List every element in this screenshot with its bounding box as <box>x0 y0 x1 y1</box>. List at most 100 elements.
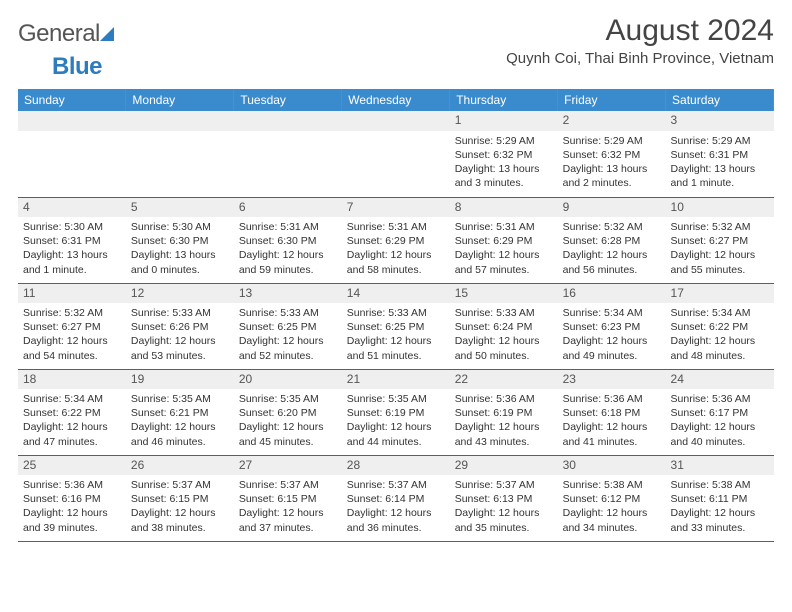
sunrise-line: Sunrise: 5:37 AM <box>131 478 229 492</box>
day-number: 6 <box>234 198 342 218</box>
sunset-line: Sunset: 6:13 PM <box>455 492 553 506</box>
day-number: 15 <box>450 284 558 304</box>
sunset-line: Sunset: 6:18 PM <box>563 406 661 420</box>
daylight-line: Daylight: 13 hours and 1 minute. <box>23 248 121 276</box>
location-subtitle: Quynh Coi, Thai Binh Province, Vietnam <box>506 50 774 67</box>
sunrise-line: Sunrise: 5:33 AM <box>239 306 337 320</box>
day-number: 17 <box>666 284 774 304</box>
daylight-line: Daylight: 12 hours and 59 minutes. <box>239 248 337 276</box>
calendar-day-cell: 18Sunrise: 5:34 AMSunset: 6:22 PMDayligh… <box>18 369 126 455</box>
sunrise-line: Sunrise: 5:34 AM <box>563 306 661 320</box>
day-details: Sunrise: 5:32 AMSunset: 6:28 PMDaylight:… <box>558 217 666 281</box>
daylight-line: Daylight: 12 hours and 53 minutes. <box>131 334 229 362</box>
sunrise-line: Sunrise: 5:37 AM <box>239 478 337 492</box>
sunset-line: Sunset: 6:17 PM <box>671 406 769 420</box>
weekday-header: Sunday <box>18 89 126 111</box>
sunrise-line: Sunrise: 5:33 AM <box>455 306 553 320</box>
day-details: Sunrise: 5:35 AMSunset: 6:19 PMDaylight:… <box>342 389 450 453</box>
day-number: 8 <box>450 198 558 218</box>
daylight-line: Daylight: 12 hours and 51 minutes. <box>347 334 445 362</box>
calendar-day-cell: 7Sunrise: 5:31 AMSunset: 6:29 PMDaylight… <box>342 197 450 283</box>
daylight-line: Daylight: 12 hours and 37 minutes. <box>239 506 337 534</box>
sunrise-line: Sunrise: 5:35 AM <box>239 392 337 406</box>
sunset-line: Sunset: 6:25 PM <box>347 320 445 334</box>
day-number: 11 <box>18 284 126 304</box>
sunset-line: Sunset: 6:30 PM <box>239 234 337 248</box>
weekday-header: Tuesday <box>234 89 342 111</box>
day-details: Sunrise: 5:33 AMSunset: 6:25 PMDaylight:… <box>342 303 450 367</box>
calendar-row: 11Sunrise: 5:32 AMSunset: 6:27 PMDayligh… <box>18 283 774 369</box>
calendar-day-cell: 24Sunrise: 5:36 AMSunset: 6:17 PMDayligh… <box>666 369 774 455</box>
calendar-day-cell: 8Sunrise: 5:31 AMSunset: 6:29 PMDaylight… <box>450 197 558 283</box>
sunrise-line: Sunrise: 5:33 AM <box>131 306 229 320</box>
sunset-line: Sunset: 6:22 PM <box>671 320 769 334</box>
day-number: 5 <box>126 198 234 218</box>
calendar-row: 4Sunrise: 5:30 AMSunset: 6:31 PMDaylight… <box>18 197 774 283</box>
day-details: Sunrise: 5:37 AMSunset: 6:15 PMDaylight:… <box>126 475 234 539</box>
day-details: Sunrise: 5:33 AMSunset: 6:26 PMDaylight:… <box>126 303 234 367</box>
calendar-day-cell: 25Sunrise: 5:36 AMSunset: 6:16 PMDayligh… <box>18 455 126 541</box>
daylight-line: Daylight: 12 hours and 33 minutes. <box>671 506 769 534</box>
daylight-line: Daylight: 12 hours and 55 minutes. <box>671 248 769 276</box>
calendar-day-cell: 29Sunrise: 5:37 AMSunset: 6:13 PMDayligh… <box>450 455 558 541</box>
weekday-header: Thursday <box>450 89 558 111</box>
calendar-empty-cell <box>234 111 342 197</box>
day-details: Sunrise: 5:36 AMSunset: 6:19 PMDaylight:… <box>450 389 558 453</box>
calendar-day-cell: 13Sunrise: 5:33 AMSunset: 6:25 PMDayligh… <box>234 283 342 369</box>
sunrise-line: Sunrise: 5:31 AM <box>347 220 445 234</box>
sunset-line: Sunset: 6:11 PM <box>671 492 769 506</box>
daylight-line: Daylight: 13 hours and 0 minutes. <box>131 248 229 276</box>
day-number: 21 <box>342 370 450 390</box>
daylight-line: Daylight: 12 hours and 39 minutes. <box>23 506 121 534</box>
day-number: 3 <box>666 111 774 131</box>
day-number: 27 <box>234 456 342 476</box>
sunrise-line: Sunrise: 5:33 AM <box>347 306 445 320</box>
daylight-line: Daylight: 13 hours and 1 minute. <box>671 162 769 190</box>
daylight-line: Daylight: 12 hours and 35 minutes. <box>455 506 553 534</box>
day-number: 10 <box>666 198 774 218</box>
day-number: 25 <box>18 456 126 476</box>
calendar-day-cell: 10Sunrise: 5:32 AMSunset: 6:27 PMDayligh… <box>666 197 774 283</box>
title-block: August 2024 Quynh Coi, Thai Binh Provinc… <box>506 14 774 67</box>
daylight-line: Daylight: 13 hours and 2 minutes. <box>563 162 661 190</box>
weekday-header: Friday <box>558 89 666 111</box>
day-number: 29 <box>450 456 558 476</box>
day-details: Sunrise: 5:38 AMSunset: 6:12 PMDaylight:… <box>558 475 666 539</box>
weekday-header: Wednesday <box>342 89 450 111</box>
brand-part1: General <box>18 20 100 48</box>
day-details: Sunrise: 5:36 AMSunset: 6:16 PMDaylight:… <box>18 475 126 539</box>
sunset-line: Sunset: 6:23 PM <box>563 320 661 334</box>
calendar-row: 1Sunrise: 5:29 AMSunset: 6:32 PMDaylight… <box>18 111 774 197</box>
day-number: 31 <box>666 456 774 476</box>
day-number: 23 <box>558 370 666 390</box>
calendar-day-cell: 4Sunrise: 5:30 AMSunset: 6:31 PMDaylight… <box>18 197 126 283</box>
sunset-line: Sunset: 6:22 PM <box>23 406 121 420</box>
sunrise-line: Sunrise: 5:31 AM <box>239 220 337 234</box>
sunrise-line: Sunrise: 5:31 AM <box>455 220 553 234</box>
sunrise-line: Sunrise: 5:29 AM <box>455 134 553 148</box>
day-details: Sunrise: 5:32 AMSunset: 6:27 PMDaylight:… <box>666 217 774 281</box>
calendar-day-cell: 21Sunrise: 5:35 AMSunset: 6:19 PMDayligh… <box>342 369 450 455</box>
sunrise-line: Sunrise: 5:36 AM <box>23 478 121 492</box>
calendar-row: 18Sunrise: 5:34 AMSunset: 6:22 PMDayligh… <box>18 369 774 455</box>
sunrise-line: Sunrise: 5:38 AM <box>671 478 769 492</box>
month-title: August 2024 <box>506 14 774 48</box>
day-details: Sunrise: 5:30 AMSunset: 6:31 PMDaylight:… <box>18 217 126 281</box>
calendar-row: 25Sunrise: 5:36 AMSunset: 6:16 PMDayligh… <box>18 455 774 541</box>
day-number: 1 <box>450 111 558 131</box>
calendar-day-cell: 17Sunrise: 5:34 AMSunset: 6:22 PMDayligh… <box>666 283 774 369</box>
sunset-line: Sunset: 6:21 PM <box>131 406 229 420</box>
day-details: Sunrise: 5:35 AMSunset: 6:21 PMDaylight:… <box>126 389 234 453</box>
calendar-day-cell: 19Sunrise: 5:35 AMSunset: 6:21 PMDayligh… <box>126 369 234 455</box>
day-details: Sunrise: 5:29 AMSunset: 6:32 PMDaylight:… <box>558 131 666 195</box>
daylight-line: Daylight: 12 hours and 50 minutes. <box>455 334 553 362</box>
day-details: Sunrise: 5:29 AMSunset: 6:32 PMDaylight:… <box>450 131 558 195</box>
sunset-line: Sunset: 6:32 PM <box>563 148 661 162</box>
sunrise-line: Sunrise: 5:35 AM <box>347 392 445 406</box>
calendar-day-cell: 6 Sunrise: 5:31 AMSunset: 6:30 PMDaylight… <box>234 197 342 283</box>
day-details: Sunrise: 5:34 AMSunset: 6:22 PMDaylight:… <box>18 389 126 453</box>
day-details: Sunrise: 5:35 AMSunset: 6:20 PMDaylight:… <box>234 389 342 453</box>
daylight-line: Daylight: 12 hours and 56 minutes. <box>563 248 661 276</box>
sunset-line: Sunset: 6:25 PM <box>239 320 337 334</box>
calendar-day-cell: 1Sunrise: 5:29 AMSunset: 6:32 PMDaylight… <box>450 111 558 197</box>
